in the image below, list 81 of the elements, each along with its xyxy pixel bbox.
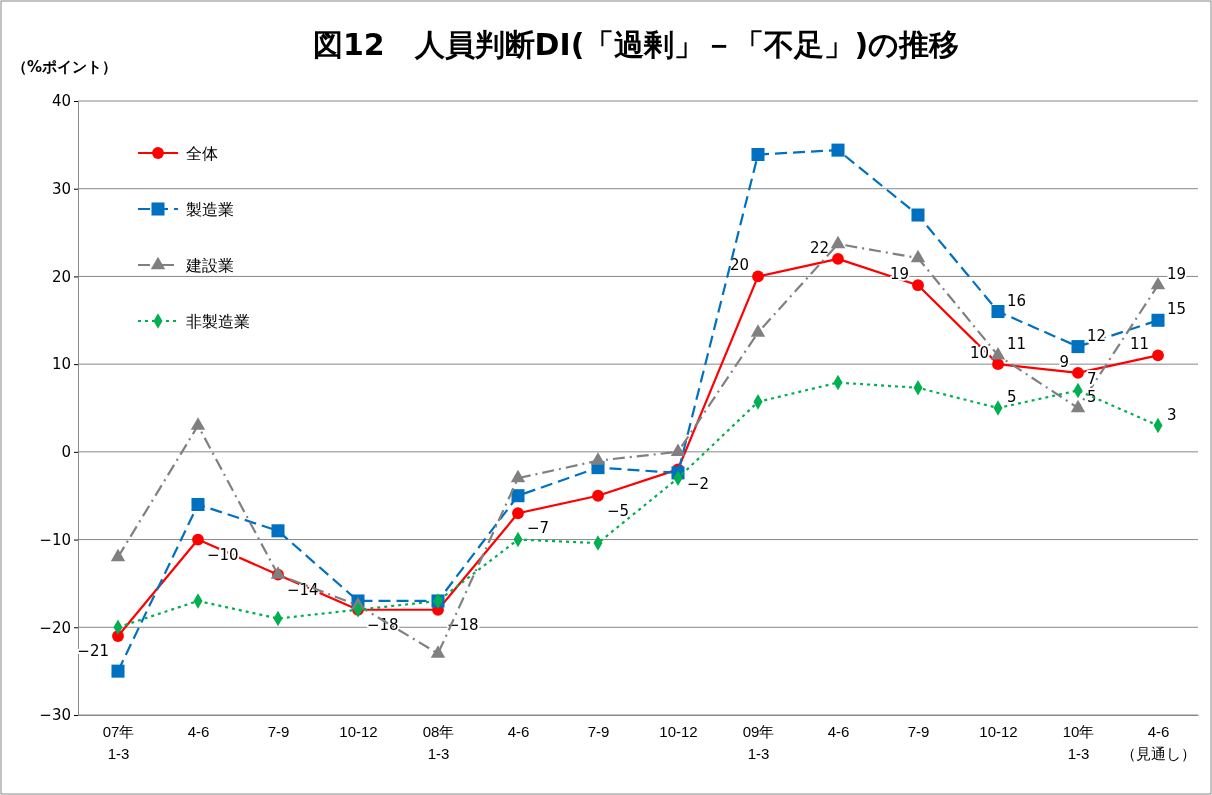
point <box>510 469 526 483</box>
data-label: 20 <box>729 256 749 275</box>
y-tick-label: 30 <box>51 180 71 199</box>
point <box>831 143 845 157</box>
data-label: 10 <box>969 344 989 363</box>
x-tick-label: 4-6 <box>507 723 530 740</box>
y-tick-label: 40 <box>51 92 71 111</box>
point <box>192 533 204 546</box>
x-tick-label: 10-12 <box>979 723 1018 740</box>
point <box>751 147 765 162</box>
data-label: 7 <box>1087 370 1097 389</box>
data-label: 19 <box>889 265 909 284</box>
x-tick-label: 7-9 <box>587 723 610 740</box>
point <box>1072 367 1084 379</box>
y-tick-label: 0 <box>61 443 71 462</box>
legend-label: 非製造業 <box>186 312 250 331</box>
point <box>430 645 446 658</box>
y-tick-label: −30 <box>39 706 71 725</box>
point <box>750 324 766 337</box>
point <box>512 507 524 520</box>
data-label: 16 <box>1007 291 1027 310</box>
data-label: 12 <box>1087 326 1107 345</box>
point <box>912 279 924 292</box>
data-label: 15 <box>1167 300 1187 319</box>
x-tick-label: 4-6 <box>187 723 210 740</box>
y-tick-label: −20 <box>39 618 71 637</box>
point <box>111 664 125 678</box>
data-label: −2 <box>687 475 710 494</box>
point <box>1070 399 1086 413</box>
y-tick-label: 10 <box>51 355 71 374</box>
point <box>990 347 1006 360</box>
point <box>911 208 925 222</box>
point <box>190 417 206 430</box>
x-tick-label: 10-12 <box>339 723 378 740</box>
x-tick-label: 08年 1-3 <box>422 723 455 762</box>
y-axis-title: （%ポイント） <box>12 58 118 76</box>
data-label: 22 <box>809 238 829 257</box>
x-tick-label: 10-12 <box>659 723 698 740</box>
data-label: −21 <box>77 642 109 661</box>
point <box>1151 313 1165 327</box>
legend-label: 全体 <box>186 144 218 163</box>
data-label: 3 <box>1167 405 1177 424</box>
data-label: −7 <box>527 519 550 538</box>
x-tick-label: 4-6 （見通し） <box>1121 723 1196 762</box>
point <box>271 524 285 538</box>
point <box>830 235 846 249</box>
x-tick-label: 10年 1-3 <box>1062 723 1095 762</box>
point <box>832 252 844 265</box>
data-label: 5 <box>1007 388 1017 406</box>
point <box>1071 340 1085 354</box>
data-label: −5 <box>607 501 630 520</box>
data-label: −14 <box>287 580 319 599</box>
x-tick-label: 7-9 <box>907 723 930 740</box>
legend-label: 建設業 <box>185 256 234 275</box>
data-label: 11 <box>1129 335 1149 354</box>
point <box>991 305 1005 319</box>
point <box>511 489 525 503</box>
y-tick-label: −10 <box>39 530 71 549</box>
point <box>110 548 126 562</box>
point <box>1150 276 1166 290</box>
x-tick-label: 07年 1-3 <box>102 723 135 762</box>
point <box>910 249 926 263</box>
data-label: 11 <box>1007 335 1027 354</box>
data-label: −18 <box>447 615 479 634</box>
x-tick-label: 09年 1-3 <box>742 723 775 762</box>
data-label: 5 <box>1087 388 1097 406</box>
x-tick-label: 4-6 <box>827 723 850 740</box>
point <box>1152 349 1164 362</box>
x-tick-label: 7-9 <box>267 723 290 740</box>
data-label: −18 <box>367 615 399 634</box>
data-label: 19 <box>1167 265 1187 284</box>
data-label: 9 <box>1059 352 1069 371</box>
point <box>191 497 205 511</box>
data-label: −10 <box>207 545 239 564</box>
legend-label: 製造業 <box>186 200 234 219</box>
chart-title: 図12 人員判断DI(「過剰」－「不足」)の推移 <box>312 27 960 62</box>
point <box>590 452 606 465</box>
point <box>670 443 686 457</box>
point <box>752 270 764 283</box>
point <box>592 489 604 502</box>
y-tick-label: 20 <box>51 267 71 286</box>
